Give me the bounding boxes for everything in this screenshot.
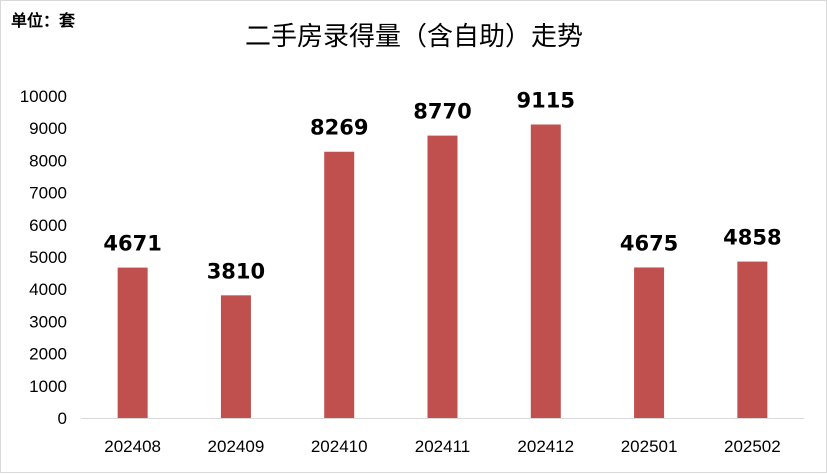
data-label: 3810: [207, 259, 265, 283]
x-tick-label: 202410: [311, 437, 368, 456]
x-tick-label: 202409: [208, 437, 265, 456]
bar-series: [117, 124, 768, 418]
data-label: 9115: [517, 88, 575, 112]
x-tick-label: 202411: [415, 437, 470, 456]
y-tick-label: 9000: [29, 119, 67, 138]
bar-202411: [427, 135, 458, 418]
bar-202502: [737, 261, 768, 418]
data-label: 4675: [620, 231, 678, 255]
bar-202501: [634, 267, 665, 418]
y-tick-label: 4000: [29, 280, 67, 299]
y-tick-label: 0: [58, 409, 67, 428]
y-tick-label: 3000: [29, 312, 67, 331]
y-tick-label: 2000: [29, 345, 67, 364]
data-label: 4671: [103, 232, 161, 256]
y-tick-label: 8000: [29, 151, 67, 170]
chart-title: 二手房录得量（含自助）走势: [245, 22, 583, 52]
y-tick-label: 7000: [29, 184, 67, 203]
x-tick-label: 202408: [104, 437, 161, 456]
data-label: 8269: [310, 116, 368, 140]
y-axis-ticks: 0 1000 2000 3000 4000 5000 6000 7000 8000 9000 100…: [20, 87, 67, 428]
data-label: 8770: [413, 100, 471, 124]
bar-202412: [530, 124, 561, 418]
x-axis-ticks: 202408 202409 202410 202411 202412 202501 2025…: [104, 437, 780, 456]
y-tick-label: 1000: [29, 377, 67, 396]
x-tick-label: 202501: [621, 437, 678, 456]
y-tick-label: 10000: [20, 87, 67, 106]
data-labels: 4671 3810 8269 8770 9115 4675 4858: [103, 88, 781, 283]
y-tick-label: 6000: [29, 216, 67, 235]
data-label: 4858: [723, 226, 781, 250]
bar-202410: [324, 151, 355, 418]
bar-202409: [220, 295, 251, 418]
x-tick-label: 202412: [517, 437, 574, 456]
unit-label: 单位：套: [11, 11, 76, 30]
y-tick-label: 5000: [29, 248, 67, 267]
x-tick-label: 202502: [724, 437, 781, 456]
bar-202408: [117, 267, 148, 418]
